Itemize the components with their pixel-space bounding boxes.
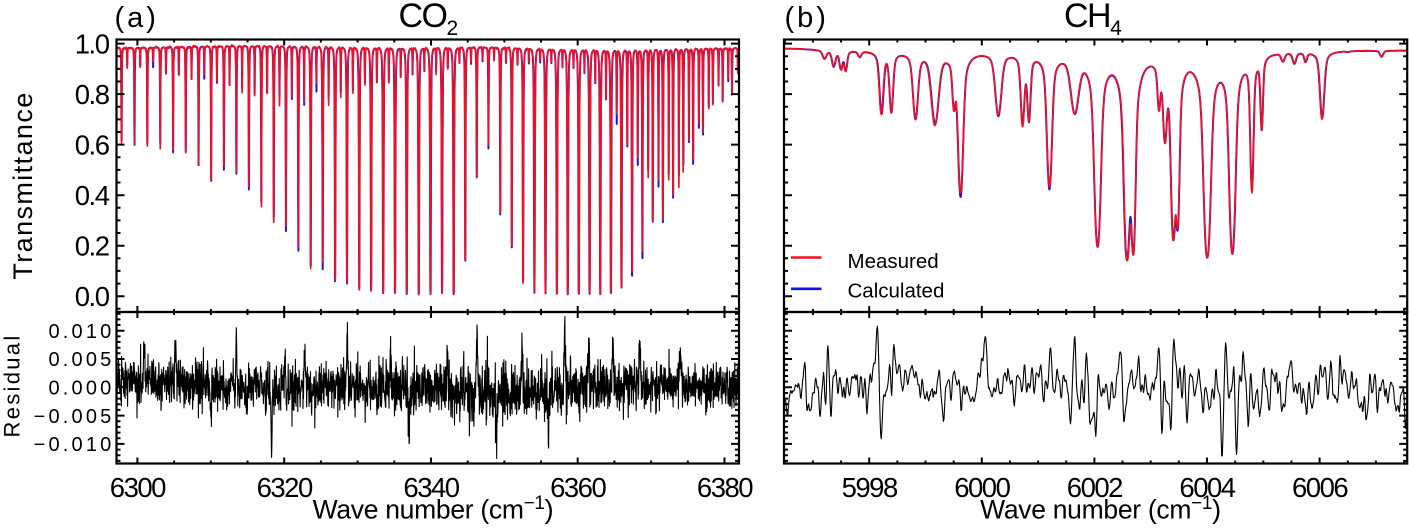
svg-text:6002: 6002 xyxy=(1067,472,1122,503)
svg-text:Measured: Measured xyxy=(848,250,939,273)
svg-text:0.6: 0.6 xyxy=(75,130,110,161)
svg-text:6380: 6380 xyxy=(697,472,753,503)
svg-text:1.0: 1.0 xyxy=(75,29,110,60)
svg-text:Wave number (cm−1): Wave number (cm−1) xyxy=(980,493,1221,525)
svg-text:Calculated: Calculated xyxy=(848,280,945,303)
svg-text:6300: 6300 xyxy=(110,472,166,503)
svg-text:Transmittance: Transmittance xyxy=(8,91,38,279)
svg-text:6360: 6360 xyxy=(550,472,606,503)
svg-text:(b): (b) xyxy=(785,2,829,34)
svg-text:0.000: 0.000 xyxy=(48,378,114,400)
svg-text:CO2: CO2 xyxy=(399,0,458,40)
svg-text:6000: 6000 xyxy=(954,472,1010,503)
svg-text:−0.005: −0.005 xyxy=(34,406,115,428)
svg-text:0.0: 0.0 xyxy=(75,281,110,312)
svg-text:6340: 6340 xyxy=(403,472,459,503)
svg-text:Residual: Residual xyxy=(0,333,25,437)
svg-text:0.005: 0.005 xyxy=(48,349,114,371)
svg-text:Wave number (cm−1): Wave number (cm−1) xyxy=(313,493,554,525)
svg-text:6004: 6004 xyxy=(1179,472,1235,503)
svg-text:0.2: 0.2 xyxy=(75,231,109,262)
svg-text:0.010: 0.010 xyxy=(48,321,114,343)
svg-text:−0.010: −0.010 xyxy=(34,434,115,456)
svg-text:0.4: 0.4 xyxy=(75,180,110,211)
svg-text:6320: 6320 xyxy=(257,472,313,503)
svg-text:(a): (a) xyxy=(115,2,159,34)
svg-text:6006: 6006 xyxy=(1292,472,1348,503)
svg-text:0.8: 0.8 xyxy=(75,79,110,110)
svg-text:5998: 5998 xyxy=(842,472,898,503)
